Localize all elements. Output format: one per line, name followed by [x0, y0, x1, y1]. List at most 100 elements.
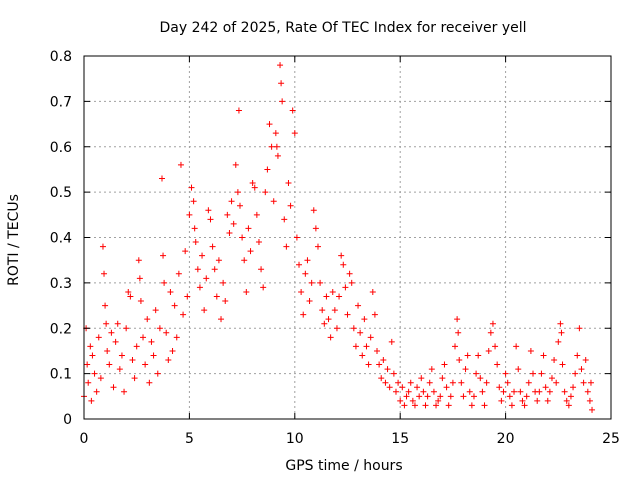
- data-point: [536, 388, 543, 395]
- data-point: [201, 307, 208, 314]
- y-tick-label: 0.3: [50, 276, 72, 292]
- data-point: [184, 293, 191, 300]
- data-point: [270, 198, 277, 205]
- data-point: [302, 270, 309, 277]
- data-point: [213, 293, 220, 300]
- data-point: [251, 184, 258, 191]
- data-point: [462, 366, 469, 373]
- data-point: [268, 143, 275, 150]
- data-point: [555, 338, 562, 345]
- data-point: [152, 307, 159, 314]
- data-point: [456, 357, 463, 364]
- data-points: [81, 62, 596, 413]
- data-point: [224, 211, 231, 218]
- data-point: [327, 334, 334, 341]
- data-point: [399, 384, 406, 391]
- data-point: [473, 370, 480, 377]
- data-point: [496, 384, 503, 391]
- data-point: [306, 298, 313, 305]
- data-point: [169, 347, 176, 354]
- data-point: [363, 343, 370, 350]
- data-point: [140, 334, 147, 341]
- data-point: [468, 402, 475, 409]
- data-point: [234, 189, 241, 196]
- data-point: [331, 307, 338, 314]
- data-point: [344, 311, 351, 318]
- data-point: [492, 343, 499, 350]
- data-point: [207, 216, 214, 223]
- data-point: [266, 121, 273, 128]
- data-point: [403, 393, 410, 400]
- data-point: [534, 397, 541, 404]
- data-point: [548, 375, 555, 382]
- data-point: [283, 243, 290, 250]
- data-point: [136, 275, 143, 282]
- data-point: [97, 375, 104, 382]
- data-point: [506, 393, 513, 400]
- data-point: [380, 357, 387, 364]
- data-point: [103, 320, 110, 327]
- data-point: [84, 361, 91, 368]
- data-point: [437, 393, 444, 400]
- y-axis-title: ROTI / TECUs: [6, 194, 22, 286]
- data-point: [464, 352, 471, 359]
- data-point: [230, 220, 237, 227]
- y-tick-label: 0.8: [50, 49, 72, 65]
- data-point: [95, 334, 102, 341]
- data-point: [243, 288, 250, 295]
- data-point: [101, 270, 108, 277]
- data-point: [323, 293, 330, 300]
- data-point: [329, 288, 336, 295]
- data-point: [93, 388, 100, 395]
- data-point: [293, 234, 300, 241]
- y-tick-label: 0.1: [50, 367, 72, 383]
- data-point: [131, 375, 138, 382]
- data-point: [477, 375, 484, 382]
- data-point: [567, 393, 574, 400]
- data-point: [513, 343, 520, 350]
- data-point: [114, 320, 121, 327]
- data-point: [182, 248, 189, 255]
- data-point: [87, 343, 94, 350]
- data-point: [236, 202, 243, 209]
- data-point: [262, 189, 269, 196]
- data-point: [135, 257, 142, 264]
- data-point: [291, 130, 298, 137]
- data-point: [519, 397, 526, 404]
- data-point: [249, 180, 256, 187]
- data-point: [365, 361, 372, 368]
- data-point: [430, 388, 437, 395]
- data-point: [367, 334, 374, 341]
- x-tick-label: 15: [391, 431, 409, 447]
- data-point: [411, 402, 418, 409]
- x-tick-label: 20: [497, 431, 515, 447]
- data-point: [558, 329, 565, 336]
- data-point: [342, 284, 349, 291]
- data-point: [420, 388, 427, 395]
- data-point: [192, 239, 199, 246]
- y-tick-labels: 0 0.1 0.2 0.3 0.4 0.5 0.6 0.7 0.8: [50, 49, 72, 428]
- data-point: [300, 311, 307, 318]
- data-point: [165, 357, 172, 364]
- x-tick-labels: 0 5 10 15 20 25: [80, 431, 620, 447]
- data-point: [226, 229, 233, 236]
- data-point: [538, 370, 545, 377]
- data-point: [127, 293, 134, 300]
- data-point: [470, 393, 477, 400]
- data-point: [376, 361, 383, 368]
- data-point: [565, 402, 572, 409]
- data-point: [142, 361, 149, 368]
- data-point: [154, 370, 161, 377]
- x-tick-label: 0: [80, 431, 89, 447]
- data-point: [374, 347, 381, 354]
- data-point: [241, 257, 248, 264]
- data-point: [161, 279, 168, 286]
- data-point: [395, 379, 402, 386]
- data-point: [390, 370, 397, 377]
- data-point: [89, 352, 96, 359]
- axis-ticks: [83, 55, 612, 420]
- data-point: [287, 202, 294, 209]
- data-point: [321, 320, 328, 327]
- data-point: [361, 316, 368, 323]
- data-point: [258, 266, 265, 273]
